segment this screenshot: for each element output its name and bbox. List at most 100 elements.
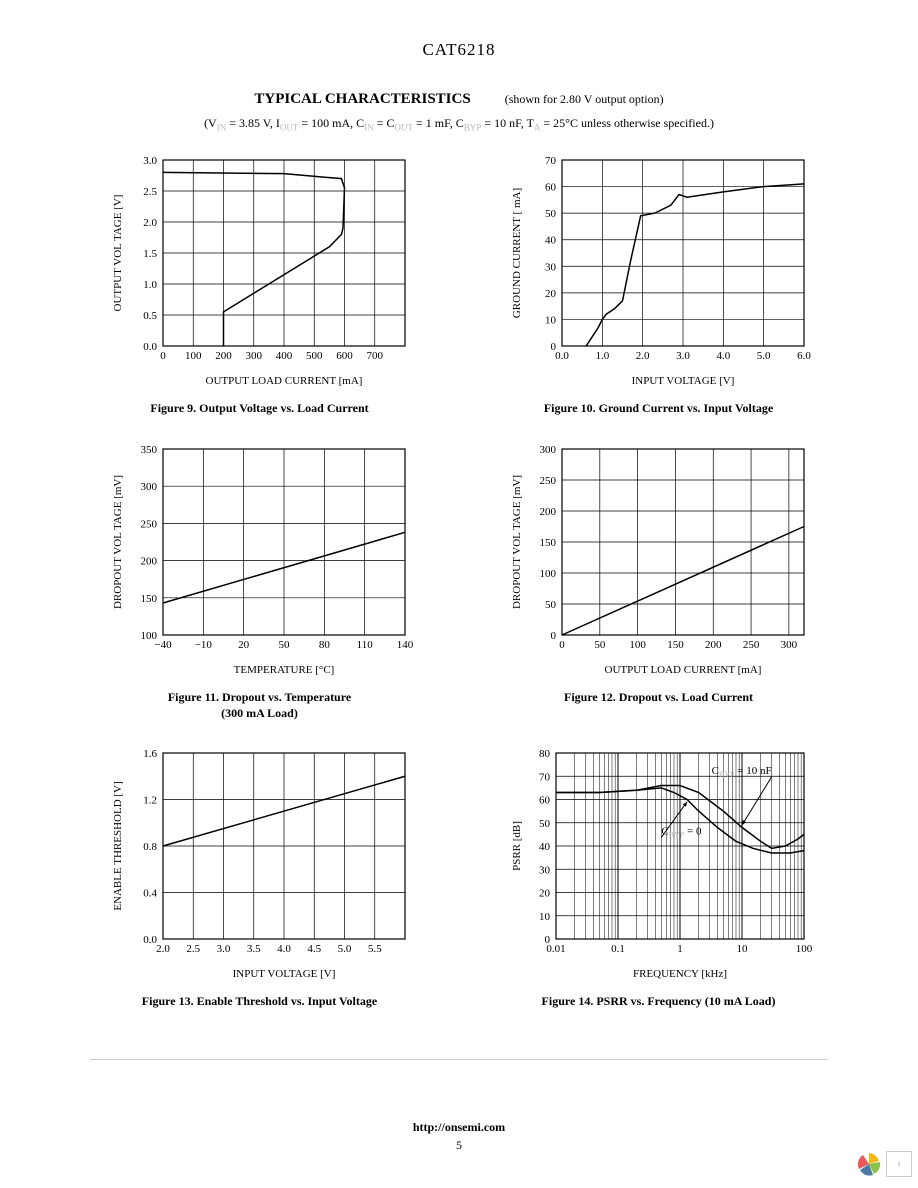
svg-text:50: 50 (545, 209, 557, 221)
svg-text:ENABLE THRESHOLD [V]: ENABLE THRESHOLD [V] (112, 781, 124, 910)
svg-text:2.5: 2.5 (186, 943, 200, 955)
svg-text:3.0: 3.0 (216, 943, 230, 955)
svg-text:1.2: 1.2 (143, 794, 157, 806)
svg-text:30: 30 (545, 262, 557, 274)
fig13-caption: Figure 13. Enable Threshold vs. Input Vo… (142, 993, 377, 1009)
svg-text:50: 50 (594, 639, 606, 651)
svg-text:300: 300 (140, 481, 157, 493)
chart-fig11: −40−10205080110140100150200250300350TEMP… (90, 439, 429, 721)
footer-rule (90, 1059, 828, 1060)
svg-text:INPUT VOLTAGE [V]: INPUT VOLTAGE [V] (232, 968, 335, 980)
svg-text:0: 0 (559, 639, 565, 651)
svg-text:200: 200 (705, 639, 722, 651)
footer-url: http://onsemi.com (90, 1120, 828, 1135)
svg-text:150: 150 (667, 639, 684, 651)
svg-text:80: 80 (539, 748, 551, 760)
section-note: (shown for 2.80 V output option) (505, 92, 664, 106)
svg-text:100: 100 (629, 639, 646, 651)
svg-text:700: 700 (366, 350, 383, 362)
section-title: TYPICAL CHARACTERISTICS (254, 91, 470, 107)
svg-text:40: 40 (545, 235, 557, 247)
svg-text:3.5: 3.5 (246, 943, 260, 955)
svg-text:2.5: 2.5 (143, 186, 157, 198)
svg-text:200: 200 (539, 506, 556, 518)
svg-text:TEMPERATURE [°C]: TEMPERATURE [°C] (233, 664, 334, 676)
svg-text:600: 600 (336, 350, 353, 362)
section-header: TYPICAL CHARACTERISTICS (shown for 2.80 … (90, 90, 828, 108)
svg-text:1.0: 1.0 (595, 350, 609, 362)
page-title: CAT6218 (90, 40, 828, 60)
svg-text:4.5: 4.5 (307, 943, 321, 955)
svg-text:250: 250 (539, 475, 556, 487)
svg-text:3.0: 3.0 (676, 350, 690, 362)
svg-text:0.1: 0.1 (611, 943, 625, 955)
svg-text:50: 50 (539, 818, 551, 830)
svg-text:100: 100 (185, 350, 202, 362)
svg-text:2.0: 2.0 (156, 943, 170, 955)
svg-text:150: 150 (140, 592, 157, 604)
svg-text:200: 200 (215, 350, 232, 362)
svg-text:250: 250 (140, 518, 157, 530)
fig14-caption: Figure 14. PSRR vs. Frequency (10 mA Loa… (542, 993, 776, 1009)
fig9-caption: Figure 9. Output Voltage vs. Load Curren… (150, 400, 368, 416)
fig10-caption: Figure 10. Ground Current vs. Input Volt… (544, 400, 773, 416)
svg-text:5.0: 5.0 (756, 350, 770, 362)
svg-text:100: 100 (539, 568, 556, 580)
svg-text:250: 250 (742, 639, 759, 651)
svg-text:300: 300 (780, 639, 797, 651)
chart-fig13: 2.02.53.03.54.04.55.05.50.00.40.81.21.6I… (90, 743, 429, 1009)
svg-text:20: 20 (539, 887, 551, 899)
svg-text:1.0: 1.0 (143, 279, 157, 291)
svg-text:20: 20 (238, 639, 250, 651)
svg-text:INPUT VOLTAGE [V]: INPUT VOLTAGE [V] (631, 375, 734, 387)
svg-text:−10: −10 (194, 639, 212, 651)
svg-text:0.5: 0.5 (143, 310, 157, 322)
svg-text:70: 70 (545, 155, 557, 167)
svg-text:OUTPUT LOAD CURRENT [mA]: OUTPUT LOAD CURRENT [mA] (205, 375, 362, 387)
fig12-caption: Figure 12. Dropout vs. Load Current (564, 689, 753, 705)
svg-text:CBYP = 0: CBYP = 0 (661, 825, 702, 839)
page-number: 5 (90, 1138, 828, 1153)
svg-text:10: 10 (545, 315, 557, 327)
svg-text:DROPOUT VOL TAGE [mV]: DROPOUT VOL TAGE [mV] (511, 475, 523, 609)
svg-text:2.0: 2.0 (143, 217, 157, 229)
svg-text:350: 350 (140, 444, 157, 456)
svg-text:4.0: 4.0 (716, 350, 730, 362)
svg-text:CBYP = 10 nF: CBYP = 10 nF (711, 765, 771, 779)
svg-text:2.0: 2.0 (635, 350, 649, 362)
svg-text:50: 50 (545, 599, 557, 611)
svg-text:DROPOUT VOL TAGE [mV]: DROPOUT VOL TAGE [mV] (112, 475, 124, 609)
svg-text:5.5: 5.5 (367, 943, 381, 955)
fig11-caption: Figure 11. Dropout vs. Temperature(300 m… (168, 689, 351, 721)
svg-text:150: 150 (539, 537, 556, 549)
charts-grid: 01002003004005006007000.00.51.01.52.02.5… (90, 150, 828, 1009)
corner-next-button[interactable]: › (886, 1151, 912, 1177)
svg-text:300: 300 (539, 444, 556, 456)
svg-text:60: 60 (539, 794, 551, 806)
svg-text:300: 300 (245, 350, 262, 362)
svg-text:1.5: 1.5 (143, 248, 157, 260)
corner-widget: › (856, 1151, 912, 1177)
svg-text:110: 110 (356, 639, 373, 651)
svg-text:GROUND CURRENT [ mA]: GROUND CURRENT [ mA] (511, 188, 523, 318)
svg-text:OUTPUT VOL TAGE [V]: OUTPUT VOL TAGE [V] (112, 195, 124, 312)
svg-text:0.0: 0.0 (555, 350, 569, 362)
svg-text:200: 200 (140, 555, 157, 567)
svg-text:OUTPUT LOAD CURRENT [mA]: OUTPUT LOAD CURRENT [mA] (604, 664, 761, 676)
svg-text:0.0: 0.0 (143, 341, 157, 353)
svg-text:10: 10 (539, 911, 551, 923)
svg-text:0: 0 (160, 350, 166, 362)
chart-fig14: 0.010.111010001020304050607080CBYP = 10 … (489, 743, 828, 1009)
svg-text:10: 10 (736, 943, 748, 955)
svg-text:0: 0 (550, 341, 556, 353)
svg-text:1: 1 (677, 943, 683, 955)
svg-text:0.0: 0.0 (143, 934, 157, 946)
svg-text:3.0: 3.0 (143, 155, 157, 167)
svg-text:50: 50 (278, 639, 290, 651)
chart-fig12: 050100150200250300050100150200250300OUTP… (489, 439, 828, 721)
svg-text:500: 500 (306, 350, 323, 362)
svg-text:5.0: 5.0 (337, 943, 351, 955)
svg-text:4.0: 4.0 (277, 943, 291, 955)
svg-text:−40: −40 (154, 639, 172, 651)
svg-text:70: 70 (539, 771, 551, 783)
